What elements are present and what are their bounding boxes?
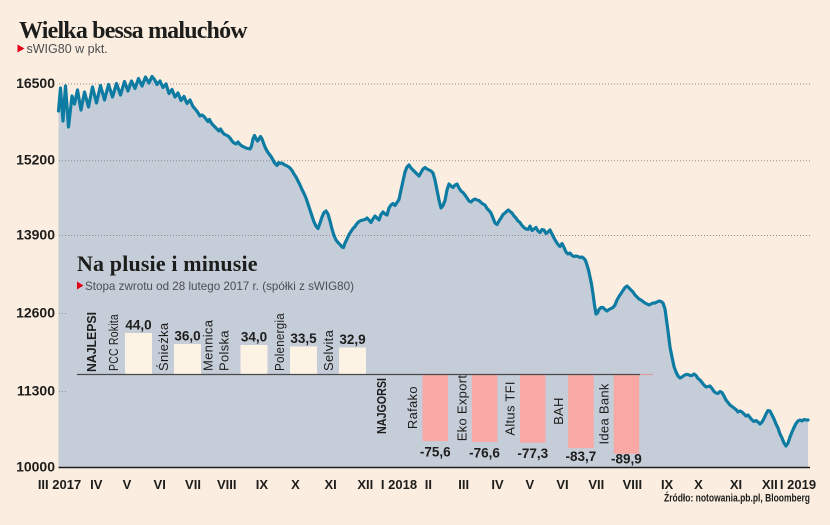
svg-text:IV: IV	[90, 477, 103, 492]
svg-text:VI: VI	[154, 477, 166, 492]
svg-text:I 2018: I 2018	[381, 477, 417, 492]
svg-text:XI: XI	[730, 477, 742, 492]
svg-text:Eko Export: Eko Export	[455, 375, 470, 442]
svg-text:12600: 12600	[16, 305, 55, 321]
svg-text:11300: 11300	[17, 383, 55, 399]
svg-text:II: II	[425, 477, 432, 492]
svg-text:13900: 13900	[16, 227, 55, 243]
svg-text:VII: VII	[588, 477, 604, 492]
svg-text:NAJGORSI: NAJGORSI	[374, 378, 389, 434]
svg-text:VIII: VIII	[623, 477, 643, 492]
svg-text:IX: IX	[661, 477, 674, 492]
svg-text:Stopa zwrotu od 28 lutego 2017: Stopa zwrotu od 28 lutego 2017 r. (spółk…	[85, 279, 354, 293]
svg-text:PCC Rokita: PCC Rokita	[106, 314, 121, 371]
svg-text:VII: VII	[185, 477, 201, 492]
svg-text:Śnieżka: Śnieżka	[156, 322, 171, 371]
svg-text:16500: 16500	[16, 75, 55, 91]
svg-text:44,0: 44,0	[125, 318, 151, 333]
svg-text:BAH: BAH	[551, 397, 566, 425]
svg-text:X: X	[694, 477, 703, 492]
svg-text:V: V	[123, 477, 132, 492]
svg-text:33,5: 33,5	[290, 331, 317, 346]
svg-text:34,0: 34,0	[241, 330, 267, 345]
svg-text:NAJLEPSI: NAJLEPSI	[84, 312, 99, 372]
svg-text:Na plusie i minusie: Na plusie i minusie	[77, 251, 258, 276]
svg-text:36,0: 36,0	[174, 329, 200, 344]
svg-text:XI: XI	[324, 477, 336, 492]
svg-text:-77,3: -77,3	[517, 446, 548, 461]
svg-text:III 2017: III 2017	[38, 477, 81, 492]
svg-text:VIII: VIII	[217, 477, 237, 492]
svg-text:-75,6: -75,6	[420, 445, 451, 460]
svg-text:V: V	[525, 477, 534, 492]
svg-text:-83,7: -83,7	[566, 449, 597, 464]
svg-text:Polenergia: Polenergia	[272, 313, 287, 371]
svg-text:15200: 15200	[16, 152, 55, 168]
svg-text:X: X	[291, 477, 300, 492]
svg-text:I 2019: I 2019	[780, 477, 816, 492]
svg-text:Źródło: notowania.pb.pl, Bloom: Źródło: notowania.pb.pl, Bloomberg	[664, 492, 810, 505]
svg-text:XII: XII	[357, 477, 373, 492]
svg-text:Wielka bessa maluchów: Wielka bessa maluchów	[19, 18, 248, 44]
svg-text:sWIG80 w pkt.: sWIG80 w pkt.	[27, 42, 108, 56]
svg-text:VI: VI	[556, 477, 568, 492]
svg-text:III: III	[458, 477, 469, 492]
svg-text:-89,9: -89,9	[611, 452, 642, 467]
svg-text:Rafako: Rafako	[405, 386, 420, 429]
svg-text:Altus TFI: Altus TFI	[503, 381, 518, 435]
svg-text:-76,6: -76,6	[469, 446, 500, 461]
svg-text:Selvita: Selvita	[321, 329, 336, 371]
svg-text:Polska: Polska	[217, 330, 232, 371]
svg-text:IX: IX	[256, 477, 269, 492]
svg-text:32,9: 32,9	[339, 332, 365, 347]
svg-text:Idea Bank: Idea Bank	[597, 383, 612, 444]
svg-text:Mennica: Mennica	[201, 319, 216, 371]
svg-text:10000: 10000	[16, 459, 55, 475]
svg-text:XII: XII	[762, 477, 778, 492]
svg-text:IV: IV	[491, 477, 504, 492]
